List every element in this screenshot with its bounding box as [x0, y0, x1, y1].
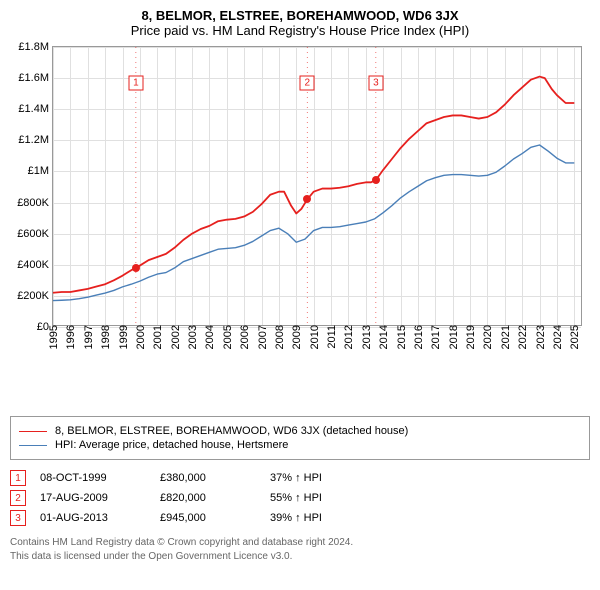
transactions-table: 1 08-OCT-1999£380,00037% ↑ HPI 2 17-AUG-200… — [10, 470, 590, 526]
x-axis-label: 2007 — [255, 325, 269, 349]
y-axis-label: £200K — [17, 290, 53, 302]
transaction-price: £945,000 — [160, 512, 270, 524]
x-axis-label: 2008 — [272, 325, 286, 349]
x-axis-label: 1998 — [98, 325, 112, 349]
x-axis-label: 2000 — [133, 325, 147, 349]
marker-dot — [132, 264, 140, 272]
x-axis-label: 2010 — [307, 325, 321, 349]
marker-dot — [372, 176, 380, 184]
x-axis-label: 2011 — [324, 325, 338, 349]
legend-row: 8, BELMOR, ELSTREE, BOREHAMWOOD, WD6 3JX… — [19, 425, 581, 437]
legend-label: HPI: Average price, detached house, Hert… — [55, 439, 288, 451]
transaction-date: 01-AUG-2013 — [40, 512, 160, 524]
x-axis-label: 2015 — [394, 325, 408, 349]
transaction-date: 08-OCT-1999 — [40, 472, 160, 484]
marker-dot — [303, 195, 311, 203]
x-axis-label: 2001 — [150, 325, 164, 349]
plot-area: £0£200K£400K£600K£800K£1M£1.2M£1.4M£1.6M… — [52, 46, 582, 326]
x-axis-label: 1999 — [116, 325, 130, 349]
y-axis-label: £600K — [17, 228, 53, 240]
footer-attribution: Contains HM Land Registry data © Crown c… — [10, 536, 590, 563]
transaction-marker-box: 1 — [10, 470, 26, 486]
marker-box: 3 — [368, 75, 383, 90]
x-axis-label: 1997 — [81, 325, 95, 349]
title-line-2: Price paid vs. HM Land Registry's House … — [10, 23, 590, 38]
x-axis-label: 2006 — [237, 325, 251, 349]
x-axis-label: 2009 — [289, 325, 303, 349]
x-axis-label: 2019 — [463, 325, 477, 349]
title-line-1: 8, BELMOR, ELSTREE, BOREHAMWOOD, WD6 3JX — [10, 8, 590, 23]
y-axis-label: £1M — [28, 165, 53, 177]
y-axis-label: £400K — [17, 259, 53, 271]
legend-label: 8, BELMOR, ELSTREE, BOREHAMWOOD, WD6 3JX… — [55, 425, 408, 437]
y-axis-label: £800K — [17, 197, 53, 209]
transaction-pct-vs-hpi: 55% ↑ HPI — [270, 492, 322, 504]
x-axis-label: 2016 — [411, 325, 425, 349]
series-line — [53, 77, 574, 293]
x-axis-label: 2014 — [376, 325, 390, 349]
x-axis-label: 2004 — [202, 325, 216, 349]
x-axis-label: 2017 — [428, 325, 442, 349]
transaction-pct-vs-hpi: 39% ↑ HPI — [270, 512, 322, 524]
legend-swatch — [19, 431, 47, 432]
transaction-price: £380,000 — [160, 472, 270, 484]
x-axis-label: 1996 — [63, 325, 77, 349]
x-axis-label: 2025 — [567, 325, 581, 349]
x-axis-label: 2013 — [359, 325, 373, 349]
marker-box: 2 — [300, 75, 315, 90]
footer-line-1: Contains HM Land Registry data © Crown c… — [10, 536, 590, 550]
x-axis-label: 2003 — [185, 325, 199, 349]
x-axis-label: 1995 — [46, 325, 60, 349]
chart-area: £0£200K£400K£600K£800K£1M£1.2M£1.4M£1.6M… — [10, 46, 592, 370]
x-axis-label: 2002 — [168, 325, 182, 349]
x-axis-label: 2018 — [446, 325, 460, 349]
transaction-row: 2 17-AUG-2009£820,00055% ↑ HPI — [10, 490, 590, 506]
x-axis-label: 2022 — [515, 325, 529, 349]
chart-container: 8, BELMOR, ELSTREE, BOREHAMWOOD, WD6 3JX… — [0, 0, 600, 573]
y-axis-label: £1.2M — [18, 134, 53, 146]
transaction-marker-box: 3 — [10, 510, 26, 526]
marker-box: 1 — [128, 75, 143, 90]
legend: 8, BELMOR, ELSTREE, BOREHAMWOOD, WD6 3JX… — [10, 416, 590, 460]
transaction-pct-vs-hpi: 37% ↑ HPI — [270, 472, 322, 484]
x-axis-label: 2023 — [533, 325, 547, 349]
x-axis-label: 2020 — [480, 325, 494, 349]
x-axis-label: 2024 — [550, 325, 564, 349]
transaction-row: 1 08-OCT-1999£380,00037% ↑ HPI — [10, 470, 590, 486]
transaction-row: 3 01-AUG-2013£945,00039% ↑ HPI — [10, 510, 590, 526]
x-axis-label: 2012 — [341, 325, 355, 349]
x-axis-label: 2021 — [498, 325, 512, 349]
y-axis-label: £1.6M — [18, 72, 53, 84]
footer-line-2: This data is licensed under the Open Gov… — [10, 550, 590, 564]
y-axis-label: £1.8M — [18, 41, 53, 53]
legend-row: HPI: Average price, detached house, Hert… — [19, 439, 581, 451]
series-line — [53, 145, 574, 301]
x-axis-label: 2005 — [220, 325, 234, 349]
transaction-marker-box: 2 — [10, 490, 26, 506]
y-axis-label: £1.4M — [18, 103, 53, 115]
legend-swatch — [19, 445, 47, 446]
transaction-date: 17-AUG-2009 — [40, 492, 160, 504]
transaction-price: £820,000 — [160, 492, 270, 504]
